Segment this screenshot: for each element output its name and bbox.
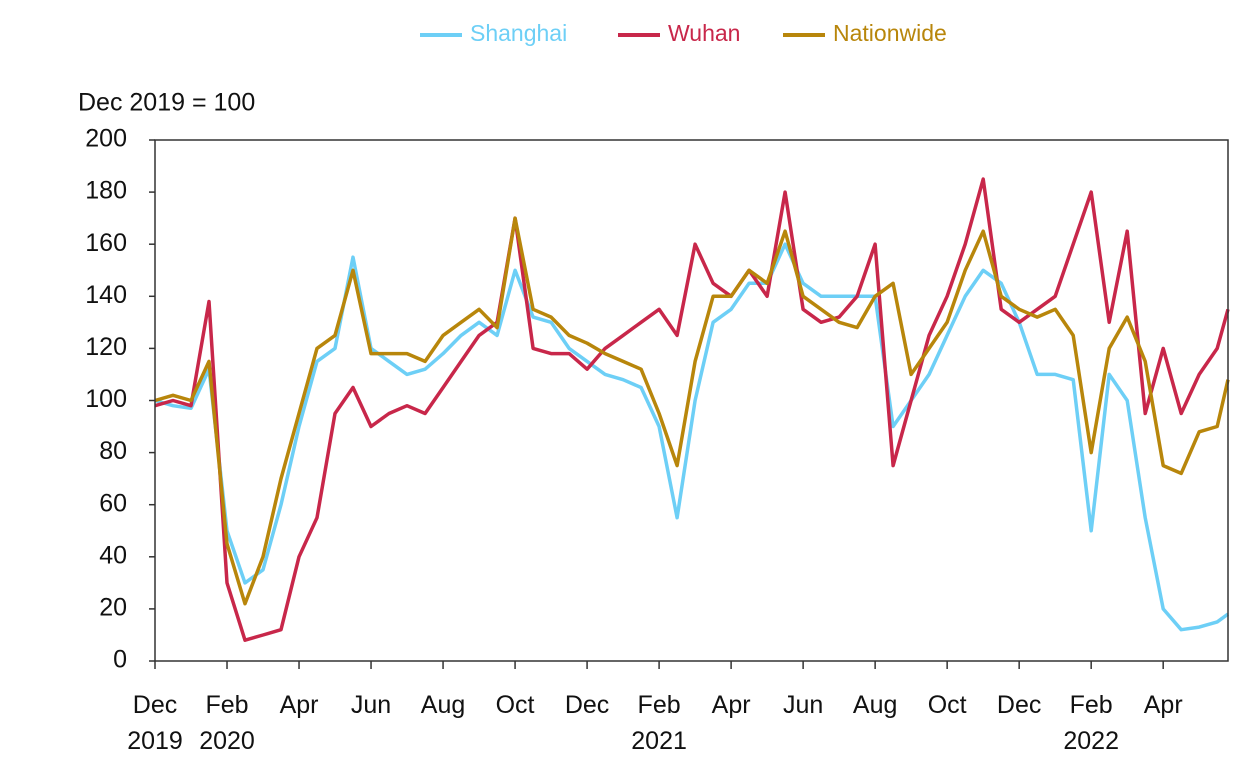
x-tick-label-line: Jun (351, 691, 391, 719)
x-tick-label-line: Feb (638, 691, 681, 719)
y-tick-label: 80 (99, 437, 127, 465)
y-tick-label: 0 (113, 646, 127, 674)
x-tick-label: Feb 2020 (199, 691, 255, 755)
x-tick-label: Dec (565, 691, 609, 719)
x-tick-label-line: Oct (496, 691, 535, 719)
x-tick-label: Oct (496, 691, 535, 719)
y-tick-label: 60 (99, 489, 127, 517)
x-tick-label-line: Dec (565, 691, 609, 719)
x-tick-label-line: Oct (928, 691, 967, 719)
x-tick-label: Apr (1144, 691, 1183, 719)
y-axis-label: Dec 2019 = 100 (78, 89, 255, 117)
x-tick-label: Dec (997, 691, 1041, 719)
y-tick-label: 160 (85, 229, 127, 257)
x-tick-label-line: Aug (853, 691, 897, 719)
y-tick-label: 20 (99, 594, 127, 622)
x-tick-label-line: 2022 (1063, 727, 1119, 755)
x-tick-label-line: Apr (712, 691, 751, 719)
x-tick-label-line: Dec (133, 691, 177, 719)
y-tick-label: 180 (85, 177, 127, 205)
x-tick-label: Aug (421, 691, 465, 719)
x-tick-label: Jun (351, 691, 391, 719)
legend-label: Nationwide (833, 20, 947, 46)
x-tick-label-line: 2019 (127, 727, 183, 755)
x-tick-label-line: Feb (205, 691, 248, 719)
x-tick-label: Apr (712, 691, 751, 719)
plot-frame (154, 139, 1229, 662)
data-line (154, 177, 1230, 642)
data-line (154, 242, 1230, 632)
x-tick-label-line: 2020 (199, 727, 255, 755)
x-tick-label: Feb 2022 (1063, 691, 1119, 755)
y-tick-label: 40 (99, 541, 127, 569)
y-tick-label: 200 (85, 125, 127, 153)
y-tick-label: 120 (85, 333, 127, 361)
x-tick-label: Feb 2021 (631, 691, 687, 755)
x-tick-label-line: Apr (1144, 691, 1183, 719)
legend-label: Wuhan (668, 20, 740, 46)
x-tick-label: Jun (783, 691, 823, 719)
x-tick-label-line: Dec (997, 691, 1041, 719)
x-tick-label: Oct (928, 691, 967, 719)
x-tick-label: Dec 2019 (127, 691, 183, 755)
legend-label: Shanghai (470, 20, 567, 46)
x-tick-label-line: 2021 (631, 727, 687, 755)
x-tick-label-line: Apr (280, 691, 319, 719)
y-tick-label: 140 (85, 281, 127, 309)
x-tick-label: Aug (853, 691, 897, 719)
x-tick-label-line: Feb (1070, 691, 1113, 719)
x-tick-label-line: Aug (421, 691, 465, 719)
x-tick-label-line: Jun (783, 691, 823, 719)
y-tick-label: 100 (85, 385, 127, 413)
x-tick-label: Apr (280, 691, 319, 719)
data-line (154, 216, 1230, 606)
